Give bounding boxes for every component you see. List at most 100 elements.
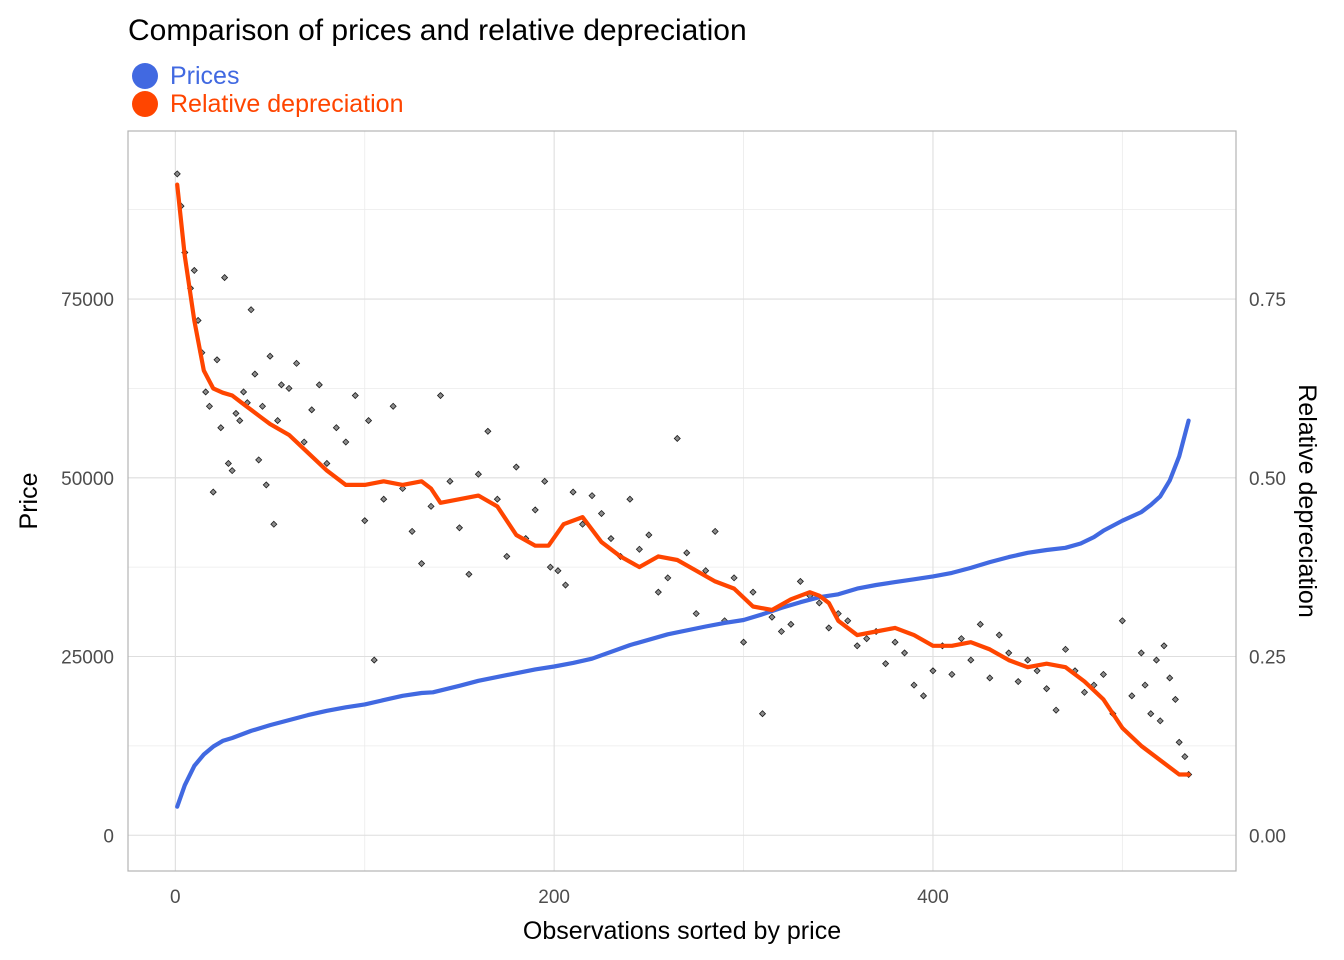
- scatter-point: [683, 549, 691, 557]
- scatter-point: [209, 488, 217, 496]
- scatter-points: [173, 170, 1193, 779]
- scatter-point: [1147, 710, 1155, 718]
- legend-item-depreciation: Relative depreciation: [132, 90, 403, 118]
- scatter-point: [512, 463, 520, 471]
- scatter-point: [323, 459, 331, 468]
- legend-item-prices: Prices: [132, 62, 239, 90]
- scatter-point: [815, 599, 823, 607]
- scatter-point: [645, 531, 653, 539]
- scatter-point: [1033, 667, 1041, 675]
- scatter-point: [285, 384, 293, 392]
- depreciation-line: [175, 182, 1191, 777]
- scatter-point: [787, 620, 795, 628]
- chart-title: Comparison of prices and relative deprec…: [128, 14, 747, 47]
- scatter-point: [853, 642, 861, 650]
- scatter-point: [361, 517, 369, 525]
- scatter-point: [173, 170, 181, 178]
- y2-axis-title: Relative depreciation: [1293, 384, 1321, 617]
- scatter-point: [427, 502, 435, 510]
- scatter-point: [635, 545, 643, 553]
- scatter-point: [236, 416, 244, 425]
- x-tick-label: 0: [170, 887, 181, 908]
- scatter-point: [692, 610, 700, 618]
- scatter-point: [389, 402, 397, 410]
- scatter-point: [664, 574, 672, 582]
- grid: [128, 131, 1236, 871]
- scatter-point: [228, 467, 236, 475]
- scatter-point: [190, 266, 198, 274]
- scatter-point: [777, 627, 786, 636]
- scatter-point: [308, 406, 316, 414]
- scatter-point: [408, 527, 416, 535]
- scatter-point: [749, 588, 757, 596]
- legend-prices-swatch: [132, 63, 158, 89]
- scatter-point: [531, 506, 539, 514]
- scatter-point: [465, 570, 473, 578]
- scatter-point: [730, 574, 738, 582]
- scatter-point: [1175, 738, 1183, 746]
- scatter-point: [484, 427, 492, 435]
- y-tick-label: 25000: [61, 648, 114, 669]
- scatter-point: [900, 649, 909, 657]
- x-tick-label: 200: [538, 887, 570, 908]
- series-lines: [175, 182, 1191, 809]
- scatter-point: [1160, 642, 1168, 650]
- scatter-point: [1005, 649, 1013, 657]
- scatter-point: [1156, 717, 1164, 725]
- scatter-point: [1052, 706, 1060, 714]
- scatter-point: [274, 416, 282, 425]
- scatter-point: [1014, 677, 1022, 686]
- scatter-point: [588, 492, 596, 500]
- scatter-point: [948, 670, 956, 678]
- scatter-point: [503, 552, 511, 560]
- scatter-point: [1024, 656, 1032, 664]
- scatter-point: [262, 481, 270, 489]
- scatter-point: [1141, 681, 1149, 689]
- scatter-point: [277, 381, 285, 389]
- scatter-point: [270, 520, 278, 528]
- scatter-point: [221, 274, 229, 282]
- scatter-point: [578, 520, 587, 528]
- scatter-point: [332, 424, 340, 432]
- scatter-point: [1171, 695, 1179, 703]
- scatter-point: [1166, 674, 1174, 682]
- scatter-point: [370, 656, 378, 664]
- scatter-point: [554, 567, 562, 575]
- scatter-point: [300, 438, 308, 446]
- plot-panel: [127, 130, 1237, 872]
- scatter-point: [224, 459, 232, 468]
- scatter-point: [546, 563, 554, 571]
- scatter-point: [957, 635, 965, 643]
- scatter-point: [863, 635, 871, 643]
- scatter-point: [768, 613, 776, 621]
- scatter-point: [541, 477, 549, 485]
- scatter-point: [597, 509, 606, 518]
- scatter-point: [351, 391, 359, 400]
- y2-tick-label: 0.50: [1249, 469, 1286, 490]
- scatter-point: [258, 402, 267, 410]
- scatter-point: [1152, 656, 1161, 664]
- x-tick-label: 400: [917, 887, 949, 908]
- scatter-point: [418, 559, 426, 568]
- scatter-point: [825, 624, 833, 632]
- scatter-point: [929, 667, 937, 675]
- scatter-point: [758, 710, 767, 718]
- y-axis-title: Price: [15, 473, 43, 530]
- scatter-point: [1080, 688, 1089, 696]
- scatter-point: [255, 456, 263, 464]
- scatter-point: [474, 470, 482, 478]
- scatter-point: [844, 617, 852, 625]
- scatter-point: [986, 674, 994, 682]
- scatter-point: [739, 638, 748, 646]
- scatter-point: [711, 527, 719, 535]
- scatter-point: [399, 484, 407, 493]
- tick-labels: 0 200 400 0 25000 50000 75000 0.00 0.25 0.50 0.75: [61, 290, 1286, 908]
- scatter-point: [1099, 670, 1107, 678]
- scatter-point: [1118, 617, 1126, 625]
- scatter-point: [654, 588, 662, 596]
- legend-depreciation-label: Relative depreciation: [170, 90, 403, 118]
- scatter-point: [455, 524, 464, 532]
- scatter-point: [205, 402, 214, 410]
- legend-prices-label: Prices: [170, 62, 239, 90]
